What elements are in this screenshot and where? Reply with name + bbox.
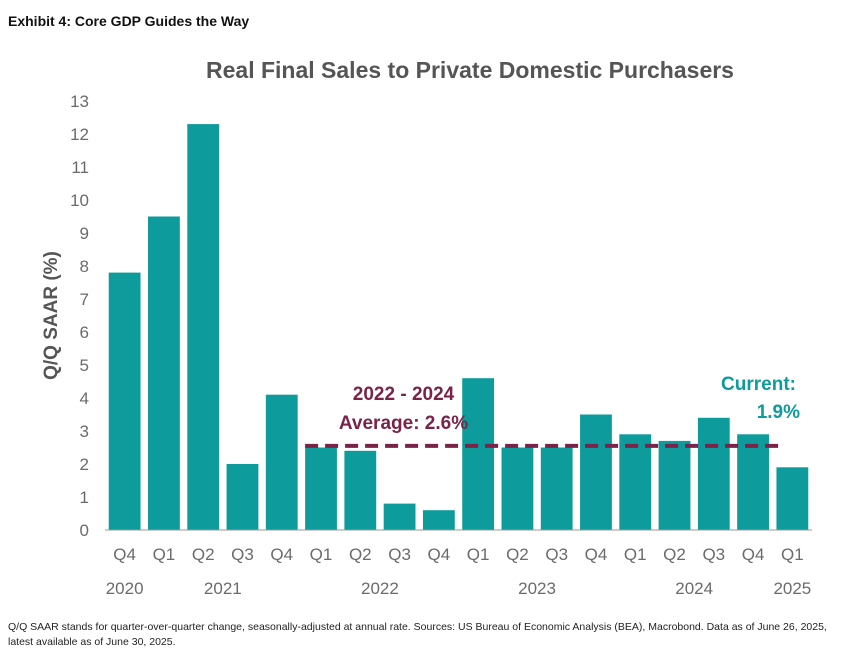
average-annotation-period: 2022 - 2024 [353, 384, 455, 405]
x-year-label: 2021 [204, 579, 242, 598]
x-tick-label: Q2 [506, 545, 529, 564]
bar [187, 124, 220, 530]
x-year-label: 2020 [106, 579, 144, 598]
x-axis-year-labels: 2020 2021 2022 2023 2024 2025 [106, 579, 812, 598]
x-year-label: 2025 [773, 579, 811, 598]
exhibit-title: Exhibit 4: Core GDP Guides the Way [8, 13, 250, 29]
y-tick-label: 12 [70, 125, 89, 144]
current-annotation-label: Current: [721, 374, 796, 395]
y-tick-label: 9 [80, 224, 89, 243]
bar [658, 440, 691, 530]
x-year-label: 2024 [675, 579, 713, 598]
x-axis-ticks: Q4 Q1 Q2 Q3 Q4 Q1 Q2 Q3 Q4 Q1 Q2 Q3 Q4 Q1 Q2 Q3 Q4 Q1 [113, 545, 803, 564]
y-tick-label: 13 [70, 92, 89, 111]
bar [737, 434, 769, 530]
bar [697, 417, 730, 530]
x-tick-label: Q2 [663, 545, 686, 564]
x-tick-label: Q1 [310, 545, 333, 564]
x-tick-label: Q3 [231, 545, 254, 564]
x-tick-label: Q2 [192, 545, 215, 564]
x-tick-label: Q3 [702, 545, 725, 564]
y-tick-label: 6 [80, 323, 89, 342]
y-tick-label: 1 [80, 488, 89, 507]
bar [462, 378, 495, 530]
y-tick-label: 11 [71, 158, 89, 177]
bar [776, 467, 809, 530]
bar [305, 447, 337, 530]
y-tick-label: 7 [80, 290, 89, 309]
average-annotation-value: Average: 2.6% [339, 413, 468, 434]
x-tick-label: Q1 [153, 545, 176, 564]
bar [501, 447, 534, 530]
x-tick-label: Q1 [781, 545, 804, 564]
y-tick-label: 10 [70, 191, 89, 210]
bar [226, 464, 259, 530]
bars [108, 124, 809, 530]
x-tick-label: Q4 [585, 545, 608, 564]
y-tick-label: 4 [80, 389, 89, 408]
x-tick-label: Q1 [624, 545, 647, 564]
x-tick-label: Q1 [467, 545, 490, 564]
y-tick-label: 2 [80, 455, 89, 474]
x-tick-label: Q4 [113, 545, 136, 564]
y-tick-label: 8 [80, 257, 89, 276]
x-tick-label: Q3 [388, 545, 411, 564]
x-year-label: 2022 [361, 579, 399, 598]
current-annotation-value: 1.9% [757, 402, 800, 423]
bar [265, 394, 298, 530]
bar-chart: Real Final Sales to Private Domestic Pur… [41, 57, 812, 598]
bar [580, 414, 612, 530]
x-tick-label: Q4 [742, 545, 765, 564]
y-tick-label: 5 [80, 356, 89, 375]
chart-title: Real Final Sales to Private Domestic Pur… [206, 57, 734, 83]
y-tick-label: 0 [80, 521, 89, 540]
x-year-label: 2023 [518, 579, 556, 598]
bar [108, 272, 141, 530]
bar [422, 510, 455, 530]
footnote: Q/Q SAAR stands for quarter-over-quarter… [8, 621, 827, 648]
bar [383, 503, 416, 530]
x-tick-label: Q3 [545, 545, 568, 564]
bar [148, 216, 180, 530]
x-tick-label: Q4 [270, 545, 293, 564]
x-tick-label: Q2 [349, 545, 372, 564]
y-tick-label: 3 [80, 422, 89, 441]
x-tick-label: Q4 [428, 545, 451, 564]
bar [540, 447, 573, 530]
y-axis-label: Q/Q SAAR (%) [41, 251, 62, 380]
bar [619, 434, 652, 530]
bar [344, 450, 377, 530]
